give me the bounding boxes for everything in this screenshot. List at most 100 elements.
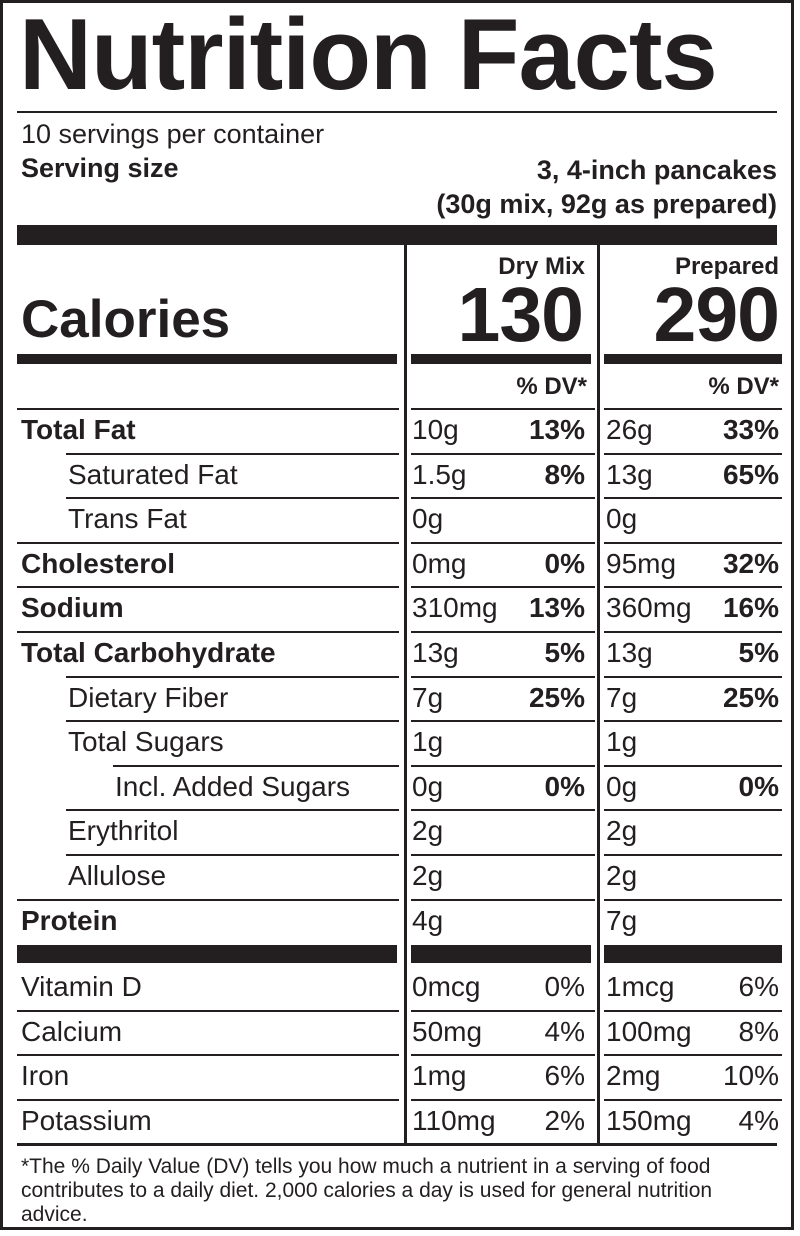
prepared-amount: 2g bbox=[606, 815, 638, 847]
dry-amount: 50mg bbox=[412, 1015, 483, 1047]
row-rule bbox=[604, 586, 782, 589]
prepared-amount: 7g bbox=[606, 681, 638, 713]
title-rule bbox=[17, 111, 777, 113]
dry-amount: 10g bbox=[412, 414, 459, 445]
serving-size-value: 3, 4-inch pancakes (30g mix, 92g as prep… bbox=[436, 153, 777, 221]
row-rule bbox=[411, 1054, 595, 1057]
row-rule bbox=[604, 452, 782, 455]
prepared-dv: 8% bbox=[738, 1015, 779, 1047]
row-rule bbox=[604, 1009, 782, 1012]
row-rule bbox=[17, 1098, 399, 1101]
serving-size-line2: (30g mix, 92g as prepared) bbox=[436, 189, 777, 219]
prepared-amount: 100mg bbox=[606, 1015, 692, 1047]
row-rule bbox=[604, 1054, 782, 1057]
column-header-dry: Dry Mix bbox=[498, 253, 585, 280]
row-rule bbox=[66, 497, 399, 500]
row-rule bbox=[66, 452, 399, 455]
footnote-rule bbox=[17, 1143, 777, 1146]
row-rule bbox=[17, 631, 399, 633]
vitamin-name: Vitamin D bbox=[21, 971, 142, 1003]
prepared-amount: 1mcg bbox=[606, 971, 675, 1003]
dry-amount: 2g bbox=[412, 815, 444, 847]
prepared-dv: 0% bbox=[738, 770, 779, 802]
prepared-amount: 1g bbox=[606, 726, 638, 758]
row-rule bbox=[17, 408, 399, 410]
thick-divider bbox=[17, 225, 777, 245]
row-rule bbox=[411, 541, 595, 544]
vitamin-name: Calcium bbox=[21, 1015, 123, 1047]
dry-dv: 13% bbox=[528, 592, 585, 624]
calories-rule-dry bbox=[411, 354, 591, 364]
nutrient-name: Total Carbohydrate bbox=[21, 637, 276, 668]
calories-rule-prepared bbox=[604, 354, 782, 364]
nutrient-name: Dietary Fiber bbox=[68, 681, 229, 713]
row-rule bbox=[604, 854, 782, 856]
prepared-dv: 65% bbox=[722, 458, 779, 490]
prepared-dv: 4% bbox=[738, 1104, 779, 1136]
row-rule bbox=[604, 631, 782, 633]
row-rule bbox=[604, 809, 782, 812]
serving-size-label: Serving size bbox=[21, 153, 179, 183]
prepared-dv: 25% bbox=[722, 681, 779, 713]
nutrient-name: Incl. Added Sugars bbox=[115, 770, 351, 802]
prepared-dv: 33% bbox=[722, 414, 779, 445]
dry-amount: 7g bbox=[412, 681, 444, 713]
dry-amount: 110mg bbox=[412, 1104, 496, 1136]
dry-amount: 13g bbox=[412, 637, 459, 668]
dry-dv: 13% bbox=[528, 414, 585, 445]
dry-amount: 0mg bbox=[412, 547, 467, 579]
row-rule bbox=[66, 675, 399, 678]
nutrient-name: Total Fat bbox=[21, 414, 136, 445]
footnote: *The % Daily Value (DV) tells you how mu… bbox=[21, 1155, 713, 1226]
dry-dv: 25% bbox=[528, 681, 585, 713]
row-rule bbox=[17, 898, 399, 901]
nutrient-name: Allulose bbox=[68, 860, 167, 891]
calories-rule-name bbox=[17, 354, 397, 364]
prepared-dv: 10% bbox=[722, 1060, 779, 1092]
row-rule bbox=[411, 1009, 595, 1012]
calories-label: Calories bbox=[21, 290, 231, 349]
dry-amount: 0g bbox=[412, 770, 444, 802]
dry-amount: 1.5g bbox=[412, 458, 467, 490]
prepared-amount: 0g bbox=[606, 503, 638, 535]
row-rule bbox=[17, 586, 399, 589]
dry-amount: 4g bbox=[412, 904, 444, 936]
nutrient-name: Erythritol bbox=[68, 815, 179, 847]
row-rule bbox=[411, 898, 595, 901]
protein-bar-prepared bbox=[604, 945, 782, 964]
dry-dv: 0% bbox=[544, 547, 585, 579]
prepared-amount: 2g bbox=[606, 860, 638, 891]
calories-prepared: 290 bbox=[653, 272, 780, 358]
dv-header-dry: % DV* bbox=[516, 373, 587, 400]
row-rule bbox=[66, 809, 399, 812]
prepared-amount: 150mg bbox=[606, 1104, 692, 1136]
serving-size-line1: 3, 4-inch pancakes bbox=[536, 155, 777, 185]
vitamin-name: Potassium bbox=[21, 1104, 152, 1136]
dry-amount: 310mg bbox=[412, 592, 498, 624]
row-rule bbox=[17, 1009, 399, 1012]
row-rule bbox=[411, 1098, 595, 1101]
prepared-dv: 32% bbox=[722, 547, 779, 579]
row-rule bbox=[604, 720, 782, 723]
row-rule bbox=[604, 898, 782, 901]
dry-dv: 8% bbox=[544, 458, 585, 490]
row-rule bbox=[411, 720, 595, 723]
dry-amount: 2g bbox=[412, 860, 444, 891]
dry-dv: 0% bbox=[544, 971, 585, 1003]
row-rule bbox=[604, 675, 782, 678]
nutrient-name: Sodium bbox=[21, 592, 124, 624]
row-rule bbox=[411, 452, 595, 455]
row-rule bbox=[113, 764, 399, 767]
dry-dv: 5% bbox=[544, 637, 585, 668]
nutrient-name: Protein bbox=[21, 904, 118, 936]
dv-header-prepared: % DV* bbox=[708, 373, 779, 400]
row-rule bbox=[411, 586, 595, 589]
nutrient-name: Trans Fat bbox=[68, 503, 187, 535]
row-rule bbox=[411, 631, 595, 633]
protein-bar-name bbox=[17, 945, 397, 964]
prepared-amount: 0g bbox=[606, 770, 638, 802]
column-divider-dry bbox=[404, 245, 407, 1143]
dry-dv: 6% bbox=[544, 1060, 585, 1092]
row-rule bbox=[411, 764, 595, 767]
row-rule bbox=[604, 497, 782, 500]
